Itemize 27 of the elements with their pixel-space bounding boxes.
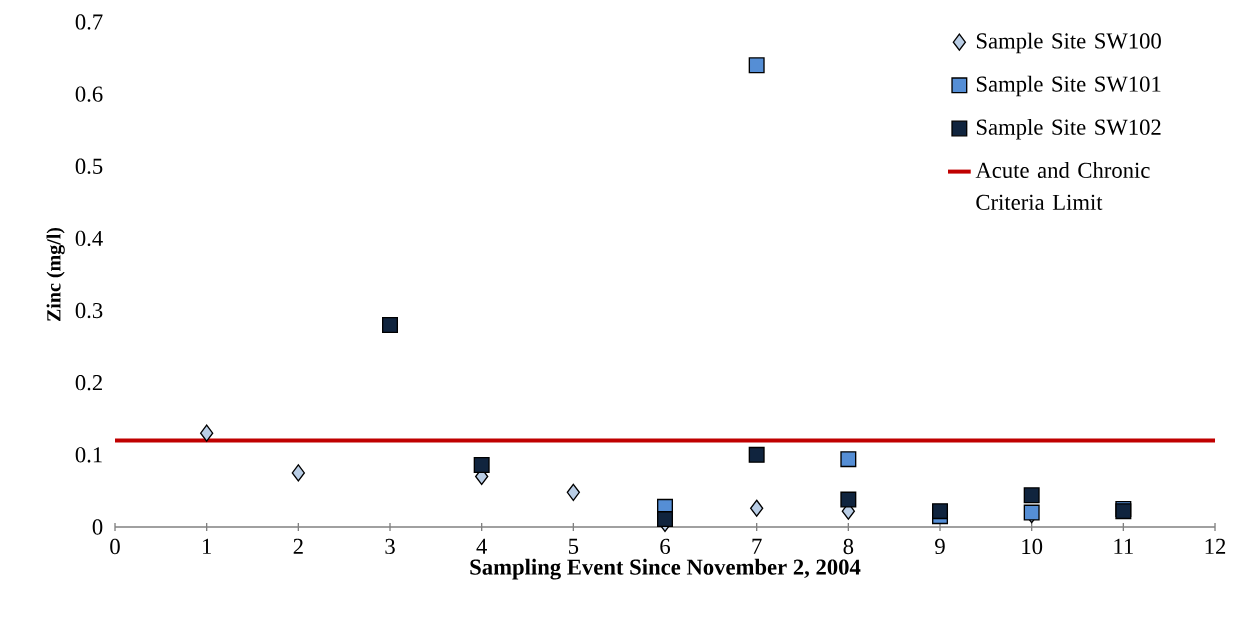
legend-label: Acute and Chronic Criteria Limit	[975, 162, 1150, 210]
y-tick-label: 0.1	[75, 447, 102, 463]
y-tick-label: 0.4	[75, 230, 103, 247]
y-tick-label: 0.7	[75, 14, 103, 30]
legend-label: Sample Site SW100	[976, 32, 1161, 54]
y-tick-label: 0.5	[75, 158, 103, 174]
x-tick-label: 5	[568, 538, 579, 554]
x-tick-label: 0	[110, 538, 120, 555]
x-tick-label: 12	[1205, 538, 1226, 554]
x-tick-label: 2	[293, 538, 303, 554]
x-tick-label: 10	[1022, 538, 1043, 555]
x-tick-label: 8	[843, 538, 854, 555]
x-tick-label: 11	[1114, 538, 1133, 554]
y-tick-label: 0	[92, 519, 103, 535]
x-tick-label: 6	[660, 538, 671, 555]
x-tick-label: 1	[202, 538, 211, 554]
x-tick-label: 4	[476, 538, 487, 554]
y-tick-label: 0.3	[75, 302, 103, 319]
legend-label: Sample Site SW102	[976, 118, 1161, 140]
x-tick-label: 9	[935, 538, 945, 555]
y-tick-label: 0.6	[75, 86, 103, 102]
x-tick-label: 3	[385, 538, 395, 555]
y-axis-title: Zinc (mg/l)	[46, 227, 65, 322]
legend-label: Sample Site SW101	[976, 75, 1161, 97]
y-tick-label: 0.2	[75, 375, 102, 391]
x-tick-label: 7	[752, 538, 762, 554]
x-axis-title: Sampling Event Since November 2, 2004	[470, 558, 861, 580]
